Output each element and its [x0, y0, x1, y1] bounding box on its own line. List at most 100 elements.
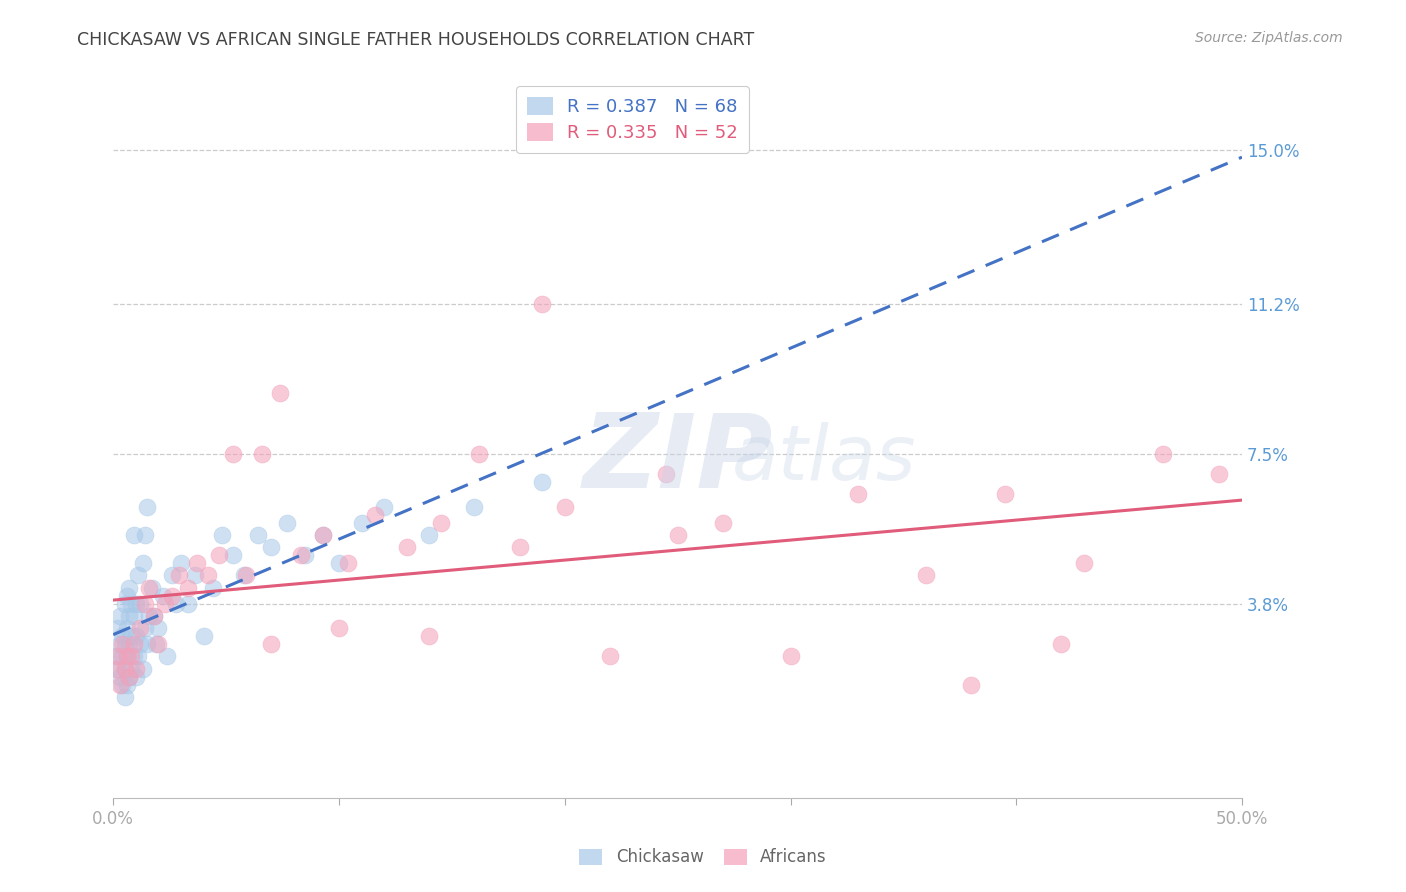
- Point: [312, 528, 335, 542]
- Point: [111, 649, 134, 664]
- Point: [125, 629, 148, 643]
- Point: [125, 670, 148, 684]
- Point: [269, 386, 291, 401]
- Point: [114, 637, 136, 651]
- Point: [160, 589, 183, 603]
- Point: [1208, 467, 1230, 482]
- Point: [120, 629, 142, 643]
- Point: [170, 557, 193, 571]
- Point: [779, 649, 801, 664]
- Point: [120, 649, 142, 664]
- Point: [260, 637, 283, 651]
- Point: [136, 500, 159, 514]
- Point: [145, 637, 167, 651]
- Point: [115, 649, 138, 664]
- Text: atlas: atlas: [733, 423, 917, 497]
- Point: [994, 487, 1017, 501]
- Point: [108, 637, 131, 651]
- Point: [142, 609, 165, 624]
- Point: [599, 649, 621, 664]
- Point: [1050, 637, 1073, 651]
- Point: [846, 487, 869, 501]
- Point: [328, 557, 350, 571]
- Point: [108, 609, 131, 624]
- Point: [122, 528, 145, 542]
- Point: [337, 557, 360, 571]
- Point: [276, 516, 298, 530]
- Point: [104, 649, 127, 664]
- Point: [118, 581, 141, 595]
- Point: [134, 621, 156, 635]
- Point: [197, 568, 219, 582]
- Point: [131, 662, 153, 676]
- Point: [328, 621, 350, 635]
- Point: [554, 500, 576, 514]
- Point: [960, 678, 983, 692]
- Point: [509, 540, 531, 554]
- Point: [127, 649, 149, 664]
- Point: [114, 690, 136, 704]
- Point: [711, 516, 734, 530]
- Point: [252, 447, 274, 461]
- Point: [183, 568, 205, 582]
- Point: [122, 649, 145, 664]
- Point: [120, 662, 142, 676]
- Point: [655, 467, 678, 482]
- Point: [114, 597, 136, 611]
- Point: [129, 621, 152, 635]
- Point: [222, 447, 245, 461]
- Point: [115, 589, 138, 603]
- Point: [418, 629, 440, 643]
- Point: [114, 662, 136, 676]
- Point: [364, 508, 387, 522]
- Point: [211, 528, 233, 542]
- Point: [156, 649, 179, 664]
- Point: [177, 581, 200, 595]
- Point: [160, 568, 183, 582]
- Point: [246, 528, 269, 542]
- Point: [107, 662, 129, 676]
- Point: [118, 637, 141, 651]
- Point: [114, 662, 136, 676]
- Point: [120, 597, 142, 611]
- Point: [122, 609, 145, 624]
- Point: [1152, 447, 1174, 461]
- Point: [148, 621, 170, 635]
- Point: [142, 609, 165, 624]
- Text: CHICKASAW VS AFRICAN SINGLE FATHER HOUSEHOLDS CORRELATION CHART: CHICKASAW VS AFRICAN SINGLE FATHER HOUSE…: [77, 31, 755, 49]
- Point: [122, 637, 145, 651]
- Point: [208, 548, 231, 562]
- Point: [193, 629, 215, 643]
- Point: [222, 548, 245, 562]
- Point: [118, 609, 141, 624]
- Point: [167, 568, 190, 582]
- Point: [118, 670, 141, 684]
- Point: [260, 540, 283, 554]
- Point: [186, 557, 208, 571]
- Point: [125, 662, 148, 676]
- Text: ZIP: ZIP: [582, 409, 773, 510]
- Point: [107, 621, 129, 635]
- Point: [129, 597, 152, 611]
- Legend: Chickasaw, Africans: Chickasaw, Africans: [572, 842, 834, 873]
- Point: [129, 637, 152, 651]
- Point: [153, 597, 176, 611]
- Point: [429, 516, 451, 530]
- Point: [312, 528, 335, 542]
- Point: [233, 568, 256, 582]
- Point: [107, 649, 129, 664]
- Point: [235, 568, 257, 582]
- Point: [468, 447, 491, 461]
- Point: [111, 629, 134, 643]
- Point: [111, 637, 134, 651]
- Point: [125, 597, 148, 611]
- Point: [290, 548, 312, 562]
- Point: [118, 670, 141, 684]
- Point: [134, 528, 156, 542]
- Point: [531, 475, 554, 490]
- Point: [294, 548, 316, 562]
- Point: [115, 649, 138, 664]
- Point: [666, 528, 689, 542]
- Point: [141, 581, 163, 595]
- Point: [915, 568, 938, 582]
